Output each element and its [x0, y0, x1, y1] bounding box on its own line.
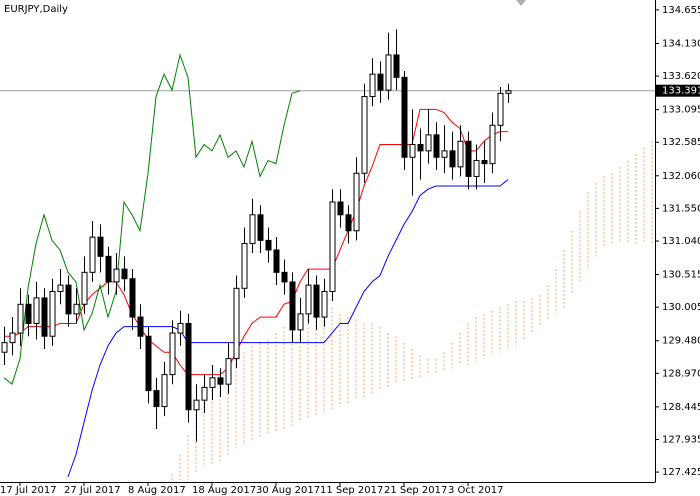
candle-body: [305, 284, 312, 315]
candle-body: [257, 214, 264, 241]
y-tick-label: 131.550: [662, 203, 700, 214]
candle-body: [193, 399, 200, 411]
candle-body: [249, 214, 256, 245]
candle-body: [161, 374, 168, 408]
candle-body: [321, 291, 328, 318]
candle-body: [137, 316, 144, 337]
candle-body: [449, 150, 456, 168]
candle-body: [185, 322, 192, 411]
candle-body: [505, 90, 512, 94]
indicator-line: [3, 53, 301, 386]
candle-body: [1, 342, 8, 353]
x-tick-label: 3 Oct 2017: [448, 485, 503, 496]
candle-body: [17, 303, 24, 334]
candle-body: [113, 268, 120, 283]
y-tick-label: 134.655: [662, 5, 700, 16]
candle-body: [417, 143, 424, 152]
y-tick-label: 130.515: [662, 270, 700, 281]
price-label: 133.391: [662, 86, 700, 97]
candle-body: [345, 214, 352, 232]
candle-body: [353, 172, 360, 232]
candle-body: [65, 284, 72, 315]
candle-body: [241, 243, 248, 289]
candle-body: [361, 96, 368, 174]
candle-body: [129, 278, 136, 318]
plot-layer: [0, 29, 655, 481]
candle-body: [281, 271, 288, 283]
y-tick-label: 128.445: [662, 402, 700, 413]
y-tick-label: 130.005: [662, 302, 700, 313]
chart-title: EURJPY,Daily: [4, 4, 68, 15]
candle-body: [57, 284, 64, 293]
candle-body: [497, 92, 504, 126]
candle-body: [489, 124, 496, 165]
candle-body: [209, 377, 216, 388]
candle-body: [97, 236, 104, 257]
candle-body: [369, 73, 376, 98]
candle-body: [465, 140, 472, 177]
candle-body: [33, 297, 40, 324]
candle-body: [73, 303, 80, 315]
candle-body: [9, 332, 16, 344]
y-tick-label: 134.130: [662, 38, 700, 49]
x-tick-label: 30 Aug 2017: [256, 485, 320, 496]
y-tick-label: 133.095: [662, 105, 700, 116]
candle-body: [105, 255, 112, 283]
candle-body: [441, 150, 448, 158]
x-tick-label: 27 Jul 2017: [64, 485, 121, 496]
candle-body: [233, 287, 240, 360]
candle-body: [329, 201, 336, 293]
candle-body: [473, 159, 480, 177]
candle-body: [25, 303, 32, 324]
candle-body: [121, 268, 128, 280]
x-tick-label: 18 Aug 2017: [192, 485, 256, 496]
candle-body: [409, 143, 416, 158]
shift-marker: [516, 0, 526, 6]
indicator-line: [4, 108, 508, 376]
x-tick-label: 11 Sep 2017: [320, 485, 383, 496]
candle-body: [377, 73, 384, 91]
candle-body: [273, 249, 280, 273]
candle-body: [225, 358, 232, 385]
candle-body: [481, 159, 488, 165]
candle-body: [313, 284, 320, 318]
candle-body: [89, 236, 96, 273]
candle-body: [385, 54, 392, 91]
y-tick-label: 127.935: [662, 434, 700, 445]
y-tick-label: 131.040: [662, 236, 700, 247]
y-tick-label: 127.425: [662, 467, 700, 478]
candle-body: [169, 332, 176, 376]
y-tick-label: 132.585: [662, 137, 700, 148]
candle-body: [337, 201, 344, 216]
y-tick-label: 133.620: [662, 71, 700, 82]
candle-body: [49, 291, 56, 337]
price-label-box: [655, 84, 700, 97]
candle-body: [425, 134, 432, 152]
x-tick-label: 21 Sep 2017: [384, 485, 447, 496]
candle-body: [393, 54, 400, 78]
candle-body: [81, 271, 88, 305]
x-tick-label: 17 Jul 2017: [0, 485, 57, 496]
y-tick-label: 132.060: [662, 171, 700, 182]
candle-body: [201, 386, 208, 401]
candle-body: [265, 239, 272, 251]
candle-body: [217, 377, 224, 385]
y-tick-label: 128.970: [662, 368, 700, 379]
candle-body: [401, 76, 408, 158]
candle-body: [177, 322, 184, 334]
candle-body: [433, 134, 440, 158]
candle-body: [145, 335, 152, 392]
candle-body: [153, 390, 160, 408]
candle-body: [41, 297, 48, 337]
x-tick-label: 8 Aug 2017: [128, 485, 186, 496]
candle-body: [297, 313, 304, 331]
candle-body: [289, 281, 296, 331]
y-tick-label: 129.480: [662, 336, 700, 347]
candle-body: [457, 140, 464, 168]
